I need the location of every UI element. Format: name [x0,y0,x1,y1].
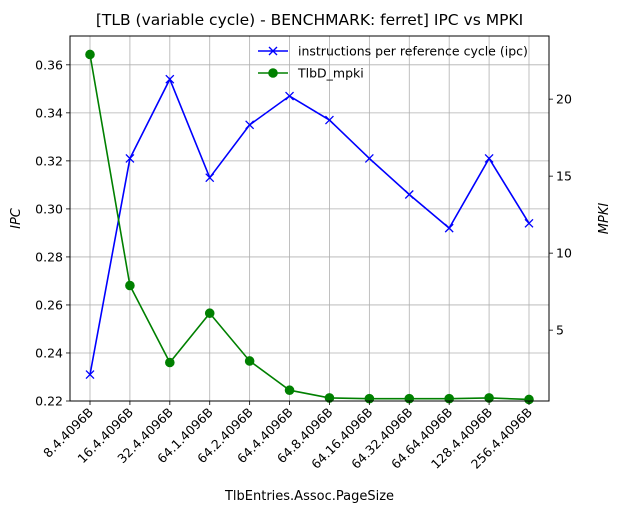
data-point-ipc [85,370,95,380]
series-line-mpki [89,54,530,401]
legend-marker-ipc [268,46,278,56]
legend-label-ipc: instructions per reference cycle (ipc) [298,44,528,59]
y-tick-label-right: 20 [556,92,572,107]
y-tick-label-left: 0.26 [35,297,63,312]
y-tick-label-left: 0.32 [35,153,63,168]
y-tick-label-left: 0.36 [35,57,63,72]
grid [70,36,549,402]
y-tick-label-right: 15 [556,169,572,184]
y-axis-label-left: IPC [9,207,24,229]
data-point-ipc [524,218,534,228]
legend-marker-mpki [268,68,278,78]
y-tick-label-left: 0.28 [35,249,63,264]
data-point-mpki [284,385,295,396]
axes: 8.4.4096B16.4.4096B32.4.4096B64.1.4096B6… [35,57,572,471]
data-point-ipc [484,154,494,163]
data-point-ipc [444,223,454,233]
data-point-ipc [404,190,414,199]
y-tick-label-left: 0.22 [35,394,63,409]
series-layer [85,49,534,405]
data-point-mpki [125,280,135,291]
data-point-mpki [85,49,95,60]
legend-marker-glyph [268,68,278,78]
y-tick-label-left: 0.24 [35,345,63,360]
data-point-mpki [244,356,255,366]
series-line-ipc [89,77,530,375]
x-axis-label: TlbEntries.Assoc.PageSize [224,489,394,504]
y-axis-label-right: MPKI [597,203,612,235]
data-point-ipc [324,115,334,125]
legend: instructions per reference cycle (ipc) T… [258,44,528,81]
legend-marker-glyph [268,46,278,56]
data-point-ipc [285,91,295,101]
y-tick-label-left: 0.30 [35,201,63,216]
data-point-ipc [125,154,135,163]
chart-title: [TLB (variable cycle) - BENCHMARK: ferre… [96,11,523,29]
data-point-mpki [204,308,215,319]
legend-label-mpki: TlbD_mpki [297,66,364,81]
data-point-ipc [364,154,374,163]
plot-frame [69,35,550,402]
data-point-mpki [165,357,175,368]
data-point-ipc [245,120,255,130]
y-tick-label-left: 0.34 [35,105,63,120]
y-tick-label-right: 5 [556,323,564,338]
data-point-ipc [165,74,175,84]
data-point-ipc [205,173,215,183]
y-tick-label-right: 10 [556,246,572,261]
